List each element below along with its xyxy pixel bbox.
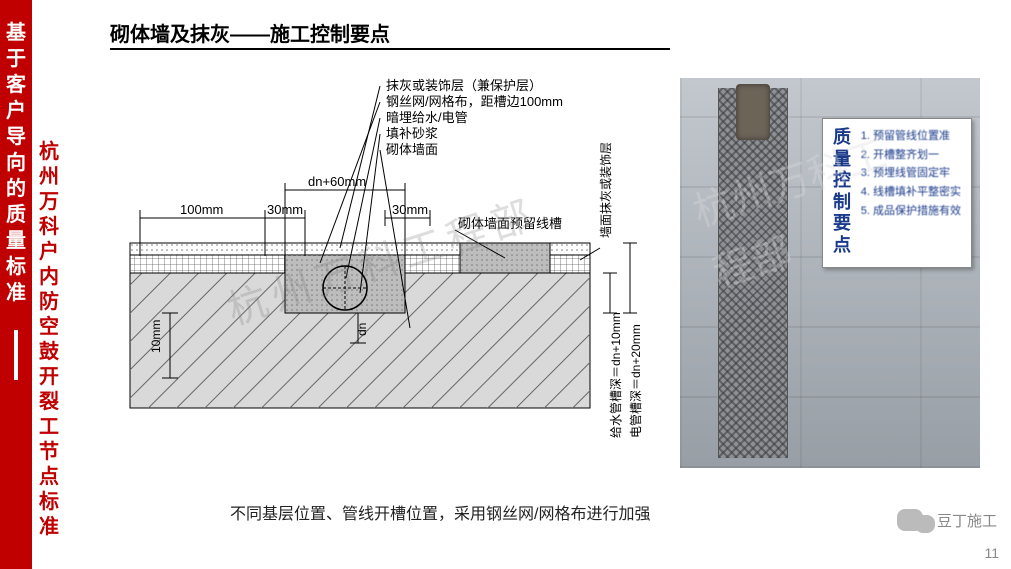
sidebar-sub-title: 杭州万科户内防空鼓开裂工节点标准 [37,140,61,540]
bottom-v2: 电管槽深＝dn+20mm [628,324,643,438]
sign-title: 质量控制要点 [829,127,855,257]
sign-list: 预留管线位置准 开槽整齐划一 预埋线管固定牢 线槽填补平整密实 成品保护措施有效 [873,127,961,257]
sign-item: 预埋线管固定牢 [873,164,961,183]
page-number: 11 [984,545,999,561]
slide-sidebar: 基于客户导向的质量标准 杭州万科户内防空鼓开裂工节点标准 [0,0,66,569]
dim-left-margin: 100mm [180,202,223,217]
sign-item: 成品保护措施有效 [873,202,961,221]
right-slot-label: 砌体墙面预留线槽 [458,216,562,231]
section-diagram: 100mm 30mm dn+60mm 30mm 10mm dn 抹灰或装饰层（兼… [110,78,670,478]
page-title: 砌体墙及抹灰——施工控制要点 [110,18,390,47]
sidebar-divider [14,330,18,380]
wechat-name: 豆丁施工 [937,510,997,531]
title-underline [110,48,670,50]
callout-4: 填补砂浆 [386,126,438,141]
sign-item: 开槽整齐划一 [873,146,961,165]
photo-bracket [736,84,770,140]
dim-gap-a: 30mm [267,202,303,217]
wechat-icon [915,515,935,533]
callout-3: 暗埋给水/电管 [386,110,468,125]
dim-pipe-dia: dn [355,323,369,336]
photo-sign-board: 质量控制要点 预留管线位置准 开槽整齐划一 预埋线管固定牢 线槽填补平整密实 成… [822,118,972,268]
dim-gap-b: 30mm [392,202,428,217]
site-photo: 质量控制要点 预留管线位置准 开槽整齐划一 预埋线管固定牢 线槽填补平整密实 成… [680,78,980,468]
sidebar-white-column: 杭州万科户内防空鼓开裂工节点标准 [32,0,66,569]
sign-item: 预留管线位置准 [873,127,961,146]
bottom-v1: 给水管槽深＝dn+10mm [608,312,623,438]
bottom-caption: 不同基层位置、管线开槽位置，采用钢丝网/网格布进行加强 [230,500,650,524]
photo-conduit-slot [718,88,788,458]
callout-1: 抹灰或装饰层（兼保护层） [386,78,542,93]
sidebar-main-title: 基于客户导向的质量标准 [4,20,28,306]
sign-item: 线槽填补平整密实 [873,183,961,202]
wechat-tag: 豆丁施工 [897,507,997,533]
right-vertical-label: 墙面抹灰或装饰层 [599,142,613,238]
dim-plaster-thk: 10mm [149,320,163,353]
callout-5: 砌体墙面 [386,142,438,157]
callout-2: 钢丝网/网格布，距槽边100mm [386,94,563,109]
sidebar-red-column: 基于客户导向的质量标准 [0,0,32,569]
